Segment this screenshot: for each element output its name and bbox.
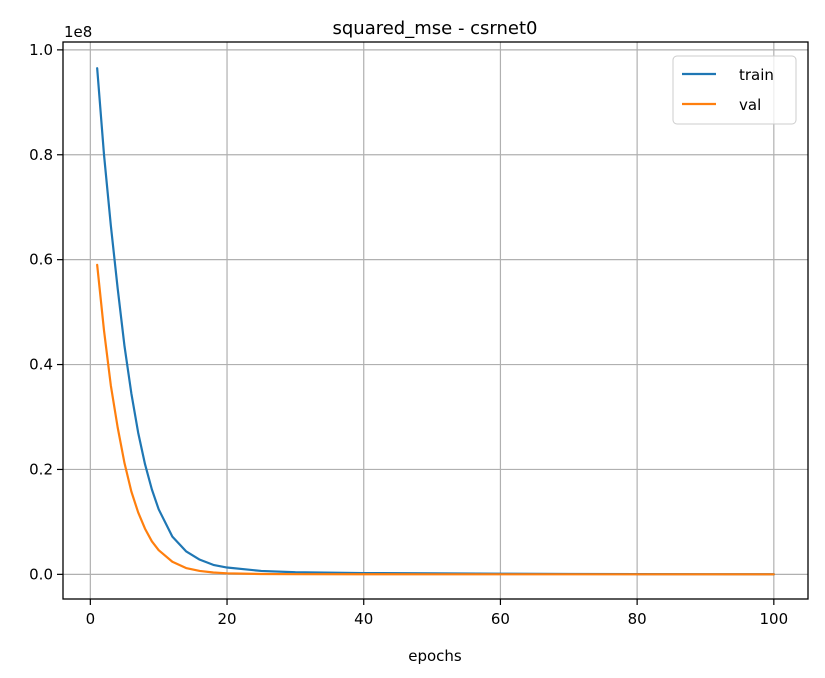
y-tick-label: 0.4 (29, 356, 53, 374)
grid (63, 42, 808, 599)
plot-frame (62, 41, 809, 600)
y-tick-label: 1.0 (29, 41, 53, 59)
chart-title: squared_mse - csrnet0 (332, 18, 537, 39)
y-scale-multiplier: 1e8 (64, 23, 92, 41)
x-tick-label: 60 (491, 610, 510, 628)
series-layer (96, 67, 775, 576)
x-tick-label: 40 (354, 610, 373, 628)
legend: train val (672, 55, 797, 125)
x-tick-label: 80 (628, 610, 647, 628)
legend-label-val: val (739, 96, 761, 114)
x-tick-label: 0 (86, 610, 96, 628)
y-tick-label: 0.6 (29, 251, 53, 269)
legend-label-train: train (739, 66, 774, 84)
y-tick-label: 0.0 (29, 565, 53, 583)
x-axis-label: epochs (408, 647, 462, 665)
legend-box (672, 55, 797, 125)
y-tick-label: 0.8 (29, 146, 53, 164)
ticks: 0 20 40 60 80 100 0.0 0.2 0.4 0.6 0.8 1.0 (29, 41, 788, 628)
series-line-val (96, 263, 775, 576)
x-tick-label: 20 (217, 610, 236, 628)
y-tick-label: 0.2 (29, 460, 53, 478)
x-tick-label: 100 (760, 610, 789, 628)
